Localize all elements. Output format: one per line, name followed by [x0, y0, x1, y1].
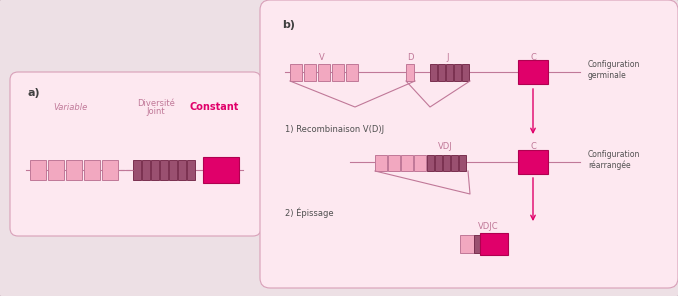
FancyBboxPatch shape [48, 160, 64, 180]
FancyBboxPatch shape [518, 60, 548, 84]
FancyBboxPatch shape [438, 64, 445, 81]
FancyBboxPatch shape [84, 160, 100, 180]
FancyBboxPatch shape [203, 157, 239, 183]
FancyBboxPatch shape [460, 235, 474, 253]
FancyBboxPatch shape [414, 155, 426, 171]
FancyBboxPatch shape [480, 233, 508, 255]
Text: Joint: Joint [146, 107, 165, 116]
FancyBboxPatch shape [66, 160, 82, 180]
FancyBboxPatch shape [318, 64, 330, 81]
Text: J: J [447, 53, 450, 62]
FancyBboxPatch shape [169, 160, 177, 180]
FancyBboxPatch shape [375, 155, 387, 171]
Text: VDJ: VDJ [437, 142, 452, 151]
FancyBboxPatch shape [518, 150, 548, 174]
FancyBboxPatch shape [427, 155, 434, 171]
Text: 1) Recombinaison V(D)J: 1) Recombinaison V(D)J [285, 125, 384, 134]
FancyBboxPatch shape [346, 64, 358, 81]
FancyBboxPatch shape [290, 64, 302, 81]
Text: C: C [530, 53, 536, 62]
FancyBboxPatch shape [446, 64, 453, 81]
FancyBboxPatch shape [260, 0, 678, 288]
FancyBboxPatch shape [160, 160, 168, 180]
FancyBboxPatch shape [151, 160, 159, 180]
Text: Configuration
germinale: Configuration germinale [588, 60, 641, 80]
Text: b): b) [282, 20, 295, 30]
FancyBboxPatch shape [30, 160, 46, 180]
FancyBboxPatch shape [388, 155, 400, 171]
FancyBboxPatch shape [451, 155, 458, 171]
Text: Diversité: Diversité [137, 99, 175, 108]
FancyBboxPatch shape [10, 72, 261, 236]
FancyBboxPatch shape [102, 160, 118, 180]
Text: Variable: Variable [53, 103, 87, 112]
FancyBboxPatch shape [430, 64, 437, 81]
Text: D: D [407, 53, 414, 62]
Text: 2) Épissage: 2) Épissage [285, 207, 334, 218]
FancyBboxPatch shape [332, 64, 344, 81]
FancyBboxPatch shape [406, 64, 414, 81]
FancyBboxPatch shape [474, 235, 480, 253]
Text: Configuration
réarrangée: Configuration réarrangée [588, 150, 641, 170]
Text: Constant: Constant [189, 102, 239, 112]
Text: C: C [530, 142, 536, 151]
Text: a): a) [28, 88, 41, 98]
FancyBboxPatch shape [133, 160, 141, 180]
Text: V: V [319, 53, 325, 62]
FancyBboxPatch shape [435, 155, 442, 171]
FancyBboxPatch shape [459, 155, 466, 171]
FancyBboxPatch shape [462, 64, 469, 81]
FancyBboxPatch shape [443, 155, 450, 171]
FancyBboxPatch shape [454, 64, 461, 81]
FancyBboxPatch shape [401, 155, 413, 171]
FancyBboxPatch shape [304, 64, 316, 81]
FancyBboxPatch shape [178, 160, 186, 180]
FancyBboxPatch shape [142, 160, 150, 180]
FancyBboxPatch shape [187, 160, 195, 180]
Text: VDJC: VDJC [478, 222, 498, 231]
